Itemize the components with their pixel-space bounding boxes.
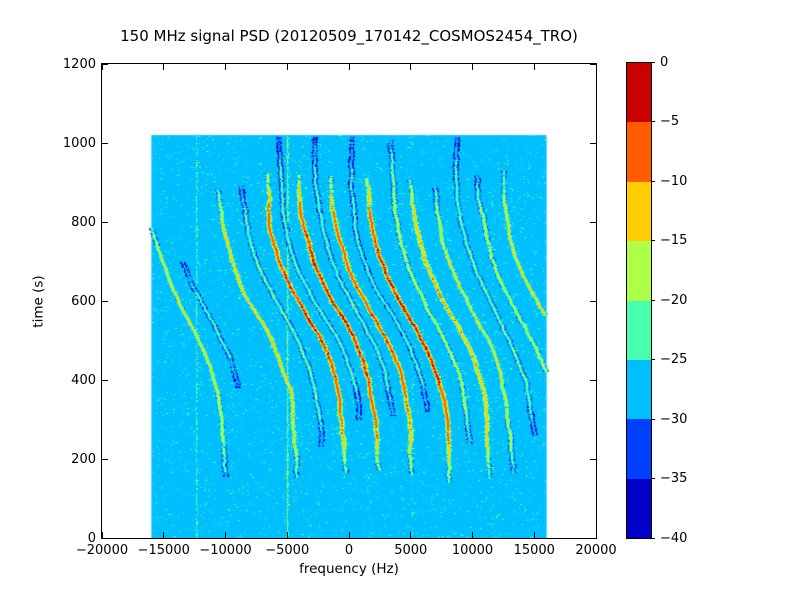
x-tick-label: 10000 (451, 543, 494, 558)
colorbar-segment (627, 419, 651, 479)
colorbar-tick-label: −35 (660, 471, 688, 486)
y-tick-mark (102, 142, 108, 144)
colorbar-tick-label: 0 (660, 54, 669, 70)
colorbar-tick-mark (651, 478, 655, 479)
x-tick-mark (348, 532, 350, 538)
colorbar-tick-mark (651, 61, 655, 63)
colorbar-segment (627, 181, 651, 242)
x-tick-mark (595, 532, 597, 538)
y-tick-mark (102, 379, 108, 381)
colorbar-segment (627, 300, 651, 360)
x-axis-label: frequency (Hz) (299, 561, 399, 577)
y-tick-mark-right (590, 221, 596, 223)
y-tick-label: 200 (71, 451, 96, 467)
colorbar-tick-label: −25 (660, 352, 688, 367)
x-tick-label: −10000 (199, 543, 252, 558)
colorbar-tick-mark (651, 240, 655, 241)
x-tick-mark (225, 532, 226, 538)
y-tick-mark-right (590, 63, 596, 65)
colorbar-tick-mark (651, 299, 655, 301)
x-tick-mark-top (163, 64, 165, 70)
colorbar-segment (627, 478, 651, 538)
colorbar-segment (627, 241, 651, 301)
x-tick-label: −20000 (75, 543, 129, 558)
colorbar-tick-label: −10 (660, 173, 688, 189)
x-tick-label: 0 (344, 543, 354, 558)
colorbar-tick-label: −5 (660, 114, 680, 129)
x-tick-label: −15000 (137, 543, 190, 558)
y-tick-label: 1200 (62, 56, 96, 72)
x-tick-label: 5000 (394, 543, 428, 558)
x-tick-label: −5000 (265, 543, 310, 558)
colorbar-tick-mark (651, 418, 655, 420)
colorbar-tick-mark (651, 359, 655, 360)
y-tick-label: 800 (71, 214, 96, 230)
y-tick-mark (102, 300, 108, 302)
x-tick-label: 20000 (575, 543, 617, 558)
y-tick-mark (102, 537, 108, 539)
x-tick-mark-top (472, 64, 473, 70)
colorbar-tick-label: −20 (660, 292, 688, 308)
y-tick-mark-right (590, 458, 596, 460)
x-tick-mark (410, 532, 412, 538)
x-tick-mark-top (410, 64, 412, 70)
y-tick-mark-right (590, 300, 596, 302)
y-tick-label: 600 (71, 293, 96, 309)
x-tick-label: 15000 (513, 543, 555, 558)
x-tick-mark-top (348, 64, 350, 70)
colorbar-segment (627, 63, 651, 123)
y-tick-label: 0 (87, 530, 96, 546)
x-tick-mark-top (533, 64, 535, 70)
spectrogram-canvas (102, 64, 596, 538)
colorbar-tick-label: −15 (660, 233, 688, 248)
colorbar-segment (627, 359, 651, 420)
colorbar-tick-mark (651, 537, 655, 539)
colorbar-tick-mark (651, 180, 655, 182)
y-tick-label: 400 (71, 372, 96, 388)
x-tick-mark-top (286, 64, 288, 70)
colorbar (626, 62, 652, 539)
y-tick-mark (102, 458, 108, 460)
colorbar-segment (627, 122, 651, 182)
x-tick-mark-top (595, 64, 597, 70)
y-tick-mark-right (590, 379, 596, 381)
colorbar-tick-label: −30 (660, 411, 688, 427)
colorbar-tick-mark (651, 121, 655, 122)
y-tick-mark (102, 221, 108, 223)
y-tick-mark-right (590, 142, 596, 144)
y-tick-mark (102, 63, 108, 65)
colorbar-tick-label: −40 (660, 530, 688, 546)
x-tick-mark-top (225, 64, 226, 70)
x-tick-mark (472, 532, 473, 538)
x-tick-mark (101, 532, 103, 538)
y-tick-label: 1000 (62, 135, 96, 151)
x-tick-mark (286, 532, 288, 538)
x-tick-mark (533, 532, 535, 538)
x-tick-mark (163, 532, 165, 538)
plot-title: 150 MHz signal PSD (20120509_170142_COSM… (120, 27, 578, 45)
plot-area (101, 63, 597, 539)
y-tick-mark-right (590, 537, 596, 539)
x-tick-mark-top (101, 64, 103, 70)
